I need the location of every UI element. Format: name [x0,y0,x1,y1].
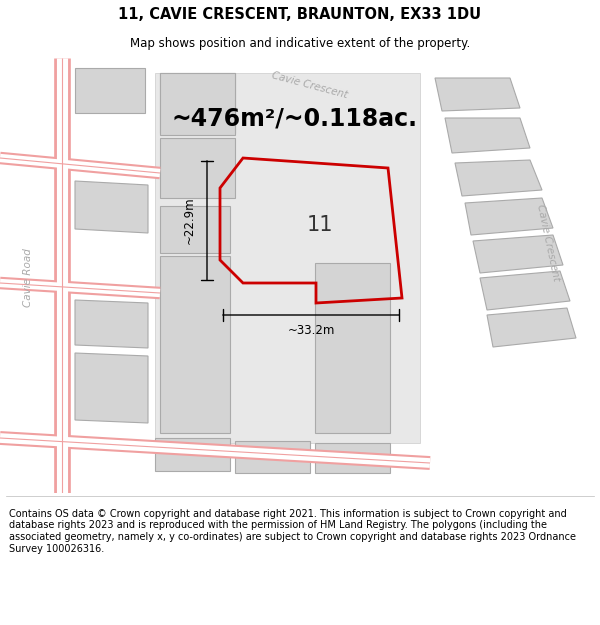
Polygon shape [160,206,230,253]
Polygon shape [235,441,310,473]
Text: ~476m²/~0.118ac.: ~476m²/~0.118ac. [172,106,418,130]
Text: 11: 11 [307,215,333,235]
Polygon shape [75,300,148,348]
Text: Cavie Crescent: Cavie Crescent [535,204,561,282]
Polygon shape [473,235,563,273]
Polygon shape [160,73,235,135]
Polygon shape [435,78,520,111]
Text: Contains OS data © Crown copyright and database right 2021. This information is : Contains OS data © Crown copyright and d… [9,509,576,554]
Text: Map shows position and indicative extent of the property.: Map shows position and indicative extent… [130,37,470,50]
Polygon shape [487,308,576,347]
Text: 11, CAVIE CRESCENT, BRAUNTON, EX33 1DU: 11, CAVIE CRESCENT, BRAUNTON, EX33 1DU [118,7,482,22]
Polygon shape [315,443,390,473]
Polygon shape [155,73,420,443]
Polygon shape [75,353,148,423]
Polygon shape [75,181,148,233]
Polygon shape [445,118,530,153]
Polygon shape [75,68,145,113]
Polygon shape [160,256,230,433]
Text: Cavie Road: Cavie Road [23,249,33,308]
Polygon shape [160,73,235,133]
Polygon shape [315,263,390,433]
Polygon shape [480,271,570,310]
Polygon shape [465,198,553,235]
Polygon shape [455,160,542,196]
Text: Cavie Crescent: Cavie Crescent [271,70,349,100]
Polygon shape [155,438,230,471]
Text: ~22.9m: ~22.9m [182,197,196,244]
Polygon shape [160,138,235,198]
Text: ~33.2m: ~33.2m [287,324,335,336]
